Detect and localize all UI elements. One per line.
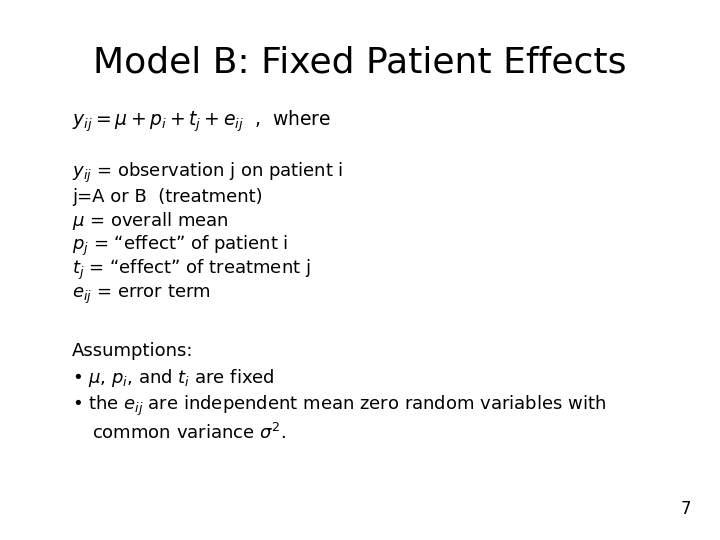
Text: • the $e_{ij}$ are independent mean zero random variables with: • the $e_{ij}$ are independent mean zero… bbox=[72, 394, 606, 418]
Text: $y_{ij}$ = observation j on patient i: $y_{ij}$ = observation j on patient i bbox=[72, 161, 343, 185]
Text: Assumptions:: Assumptions: bbox=[72, 342, 194, 360]
Text: $p_j$ = “effect” of patient i: $p_j$ = “effect” of patient i bbox=[72, 234, 289, 258]
Text: $y_{ij} = \mu + p_i + t_j + e_{ij}$  ,  where: $y_{ij} = \mu + p_i + t_j + e_{ij}$ , wh… bbox=[72, 109, 331, 134]
Text: j=A or B  (treatment): j=A or B (treatment) bbox=[72, 188, 263, 206]
Text: $t_j$ = “effect” of treatment j: $t_j$ = “effect” of treatment j bbox=[72, 258, 310, 282]
Text: $e_{ij}$ = error term: $e_{ij}$ = error term bbox=[72, 283, 211, 306]
Text: 7: 7 bbox=[680, 501, 691, 518]
Text: common variance $\sigma^2$.: common variance $\sigma^2$. bbox=[92, 423, 286, 443]
Text: Model B: Fixed Patient Effects: Model B: Fixed Patient Effects bbox=[94, 45, 626, 79]
Text: $\mu$ = overall mean: $\mu$ = overall mean bbox=[72, 211, 229, 232]
Text: • $\mu$, $p_i$, and $t_i$ are fixed: • $\mu$, $p_i$, and $t_i$ are fixed bbox=[72, 367, 274, 389]
